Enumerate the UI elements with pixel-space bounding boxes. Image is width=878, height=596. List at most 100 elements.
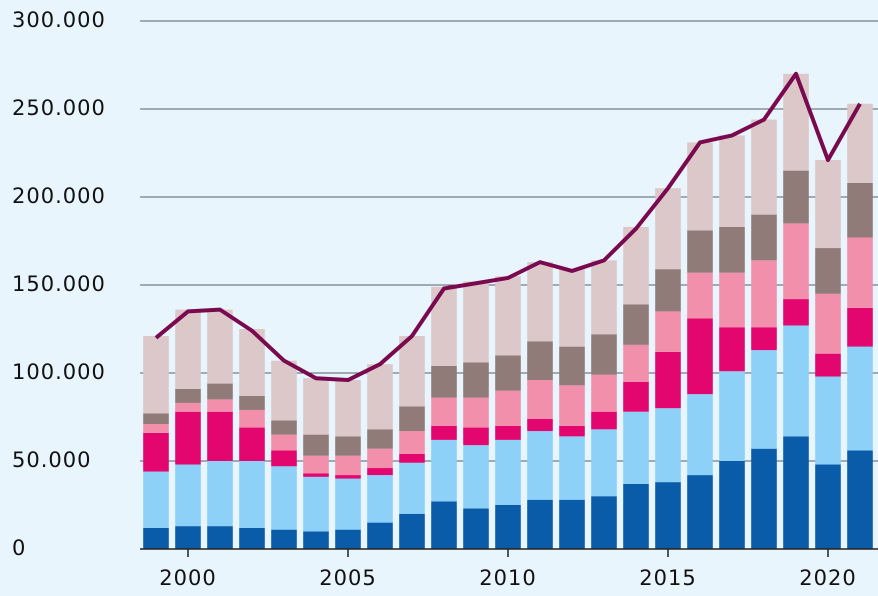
bar-segment (527, 380, 553, 419)
bar-segment (303, 476, 329, 532)
bar-segment (559, 499, 585, 549)
bar-segment (271, 466, 297, 530)
bar-segment (495, 355, 521, 391)
bar-segment (239, 409, 265, 428)
bar-segment (495, 390, 521, 426)
bar-segment (751, 350, 777, 449)
bar-segment (239, 527, 265, 549)
bar-segment (495, 439, 521, 505)
bar-segment (527, 418, 553, 432)
bar-segment (751, 327, 777, 351)
bar-segment (655, 351, 681, 409)
y-tick-label: 0 (12, 536, 26, 560)
bar-segment (143, 424, 169, 433)
bar-segment (367, 448, 393, 469)
bar-segment (143, 336, 169, 414)
x-tick-label: 2000 (159, 566, 216, 590)
bar-segment (687, 475, 713, 549)
bar-segment (335, 380, 361, 437)
bar-segment (175, 402, 201, 412)
bar-segment (207, 383, 233, 400)
bar-segment (783, 223, 809, 300)
bar-segment (815, 160, 841, 249)
bar-segment (719, 371, 745, 461)
bar-segment (399, 513, 425, 549)
bar-segment (783, 299, 809, 326)
bar-segment (335, 529, 361, 549)
bar-segment (431, 365, 457, 398)
bar-segment (431, 397, 457, 426)
bar-segment (143, 413, 169, 425)
bar-segment (815, 353, 841, 377)
bar-segment (399, 431, 425, 454)
bar-segment (143, 527, 169, 549)
bar-segment (751, 119, 777, 215)
bar-segment (367, 475, 393, 523)
y-tick-label: 300.000 (12, 8, 106, 32)
bar-segment (495, 505, 521, 549)
bar-segment (463, 397, 489, 428)
bar-segment (655, 408, 681, 483)
bar-segment (463, 427, 489, 446)
y-tick-label: 200.000 (12, 184, 106, 208)
bar-segment (623, 344, 649, 382)
bar-segment (591, 496, 617, 549)
bar-segment (527, 499, 553, 549)
bar-segment (271, 420, 297, 435)
bar-segment (687, 272, 713, 319)
bar-segment (623, 304, 649, 345)
bar-segment (239, 395, 265, 410)
bar-segment (495, 425, 521, 440)
bar-segment (719, 327, 745, 372)
bar-segment (847, 307, 873, 347)
bar-segment (431, 439, 457, 502)
y-tick-label: 250.000 (12, 96, 106, 120)
bar-segment (367, 468, 393, 476)
bar-segment (335, 455, 361, 476)
bar-segment (687, 394, 713, 476)
x-tick-label: 2020 (799, 566, 856, 590)
bar-segment (335, 436, 361, 456)
bar-segment (495, 276, 521, 356)
bar-segment (175, 411, 201, 465)
bar-segment (271, 360, 297, 421)
bar-segment (591, 374, 617, 412)
bar-segment (527, 431, 553, 500)
bar-segment (783, 170, 809, 224)
bar-segment (367, 522, 393, 549)
bar-segment (655, 269, 681, 312)
bar-segment (687, 318, 713, 395)
bar-segment (655, 482, 681, 549)
line (154, 71, 862, 383)
bar-segment (815, 464, 841, 549)
bar-segment (463, 508, 489, 549)
bar-segment (527, 341, 553, 381)
bar-segment (207, 399, 233, 412)
bar-segment (303, 434, 329, 456)
bar-segment (719, 461, 745, 549)
bar-segment (175, 526, 201, 549)
bar-segment (239, 461, 265, 528)
bar-segment (847, 450, 873, 549)
bar-segment (175, 464, 201, 527)
bar-segment (143, 432, 169, 472)
bar-segment (751, 260, 777, 328)
bar-segment (559, 436, 585, 500)
bar-segment (367, 429, 393, 449)
bar-segment (591, 334, 617, 375)
bar-segment (271, 529, 297, 549)
bar-segment (719, 226, 745, 273)
bar-segment (783, 325, 809, 437)
bar-segment (431, 425, 457, 440)
x-tick-label: 2005 (319, 566, 376, 590)
bar-segment (335, 478, 361, 530)
bar-segment (303, 455, 329, 474)
y-tick-label: 100.000 (12, 360, 106, 384)
bar-segment (559, 269, 585, 347)
bar-segment (207, 411, 233, 461)
bar-segment (303, 378, 329, 435)
bar-segment (783, 436, 809, 549)
bar-segment (367, 364, 393, 430)
bar-segment (815, 293, 841, 354)
